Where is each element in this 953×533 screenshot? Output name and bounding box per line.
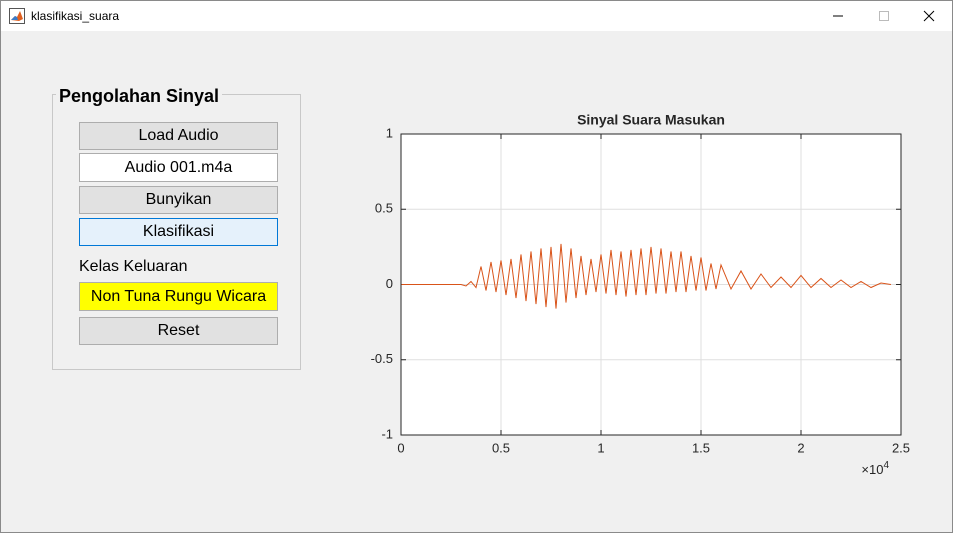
app-icon xyxy=(9,8,25,24)
load-button[interactable]: Load Audio xyxy=(79,122,278,150)
x-multiplier-power: 4 xyxy=(883,460,889,471)
x-tick-label: 1.5 xyxy=(692,440,710,455)
signal-line xyxy=(401,243,892,309)
x-tick-label: 2.5 xyxy=(892,440,910,455)
classify-button[interactable]: Klasifikasi xyxy=(79,218,278,246)
y-tick-label: -0.5 xyxy=(371,351,393,366)
maximize-button[interactable] xyxy=(861,1,907,31)
y-tick-label: -1 xyxy=(381,426,393,441)
x-multiplier: ×104 xyxy=(861,460,889,478)
x-tick-label: 2 xyxy=(797,440,804,455)
x-tick-label: 0.5 xyxy=(492,440,510,455)
minimize-button[interactable] xyxy=(815,1,861,31)
title-bar: klasifikasi_suara xyxy=(1,1,952,31)
y-tick-label: 0 xyxy=(386,276,393,291)
x-tick-label: 1 xyxy=(597,440,604,455)
x-multiplier-base: ×10 xyxy=(861,462,883,477)
reset-button[interactable]: Reset xyxy=(79,317,278,345)
file-field[interactable]: Audio 001.m4a xyxy=(79,153,278,182)
play-button[interactable]: Bunyikan xyxy=(79,186,278,214)
axes-box xyxy=(400,133,902,436)
output-label: Kelas Keluaran xyxy=(79,258,188,275)
panel-title: Pengolahan Sinyal xyxy=(56,86,223,107)
y-tick-label: 1 xyxy=(386,125,393,140)
chart-title: Sinyal Suara Masukan xyxy=(577,112,725,128)
y-tick-label: 0.5 xyxy=(375,201,393,216)
x-tick-label: 0 xyxy=(397,440,404,455)
output-field: Non Tuna Rungu Wicara xyxy=(79,282,278,311)
chart: Sinyal Suara Masukan ×104 0 0.5 1 1.5 2 2.5 -1… xyxy=(371,112,910,478)
window-title: klasifikasi_suara xyxy=(31,9,120,23)
close-button[interactable] xyxy=(906,1,952,31)
